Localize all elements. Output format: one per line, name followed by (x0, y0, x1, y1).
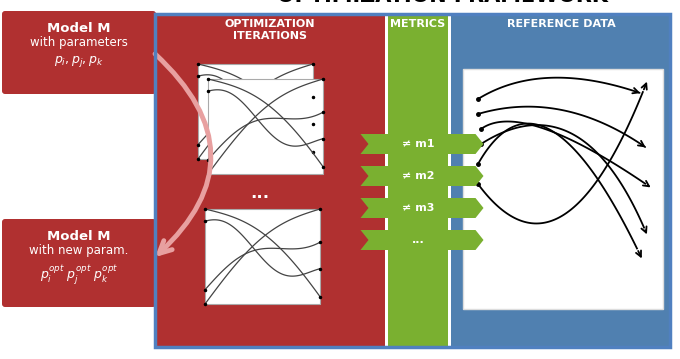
Text: Model M: Model M (47, 230, 111, 243)
Bar (205, 209, 320, 304)
Bar (208, 79, 323, 174)
Text: ...: ... (250, 184, 269, 202)
Text: Model M: Model M (47, 22, 111, 35)
Bar (155, 14, 385, 347)
Text: ≠ m1: ≠ m1 (402, 139, 435, 149)
Polygon shape (360, 198, 483, 218)
Text: $p_i, p_j, p_k$: $p_i, p_j, p_k$ (54, 54, 104, 69)
Bar (388, 14, 448, 347)
Text: REFERENCE DATA: REFERENCE DATA (507, 19, 616, 29)
Text: $p_i^{opt}\;p_j^{opt}\;p_k^{opt}$: $p_i^{opt}\;p_j^{opt}\;p_k^{opt}$ (40, 264, 118, 287)
Polygon shape (360, 166, 483, 186)
Text: OPTIMIZATION FRAMEWORK: OPTIMIZATION FRAMEWORK (277, 0, 608, 6)
Text: with parameters: with parameters (30, 36, 128, 49)
Bar (463, 69, 663, 309)
Bar (198, 64, 313, 159)
Polygon shape (360, 230, 483, 250)
Text: ...: ... (411, 235, 424, 245)
Text: OPTIMIZATION
ITERATIONS: OPTIMIZATION ITERATIONS (225, 19, 316, 41)
Text: METRICS: METRICS (390, 19, 445, 29)
Text: ≠ m3: ≠ m3 (402, 203, 435, 213)
FancyBboxPatch shape (2, 11, 156, 94)
Polygon shape (360, 134, 483, 154)
Text: with new param.: with new param. (29, 244, 129, 257)
Bar (451, 14, 672, 347)
FancyBboxPatch shape (2, 219, 156, 307)
Text: ≠ m2: ≠ m2 (402, 171, 435, 181)
